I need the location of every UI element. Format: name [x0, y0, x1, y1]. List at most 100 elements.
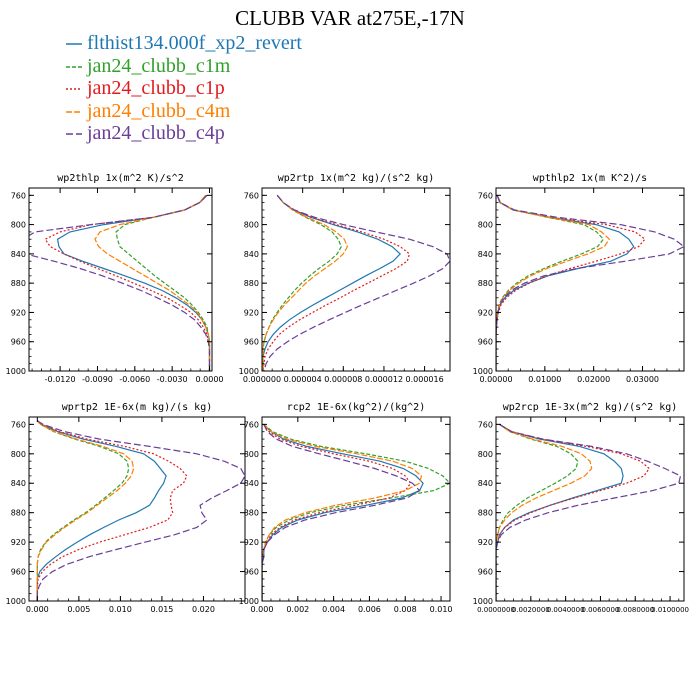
x-tick-label-4-1: 0.002 — [286, 605, 309, 614]
y-tick-label-1-3: 880 — [244, 279, 259, 288]
legend-swatch-1 — [66, 66, 82, 68]
x-tick-label-5-2: 0.0040000 — [547, 606, 585, 614]
x-tick-label-5-4: 0.0080000 — [616, 606, 654, 614]
x-tick-label-0-0: -0.0120 — [45, 375, 76, 384]
x-tick-label-2-1: 0.01000 — [528, 375, 561, 384]
y-tick-label-1-6: 1000 — [239, 367, 259, 376]
legend-item-4: jan24_clubb_c4p — [65, 122, 302, 145]
x-tick-label-5-1: 0.0020000 — [512, 606, 550, 614]
legend-item-1: jan24_clubb_c1m — [65, 55, 302, 78]
panel-0: wp2thlp 1x(m^2 K)/s^2 760 800 840 880 920 960 1… — [6, 173, 224, 384]
series-line-2-4 — [496, 195, 684, 371]
series-line-4-0 — [262, 423, 424, 601]
y-tick-label-4-0: 760 — [244, 420, 259, 429]
series-line-5-0 — [496, 423, 624, 601]
x-tick-label-2-2: 0.02000 — [577, 375, 610, 384]
series-line-1-0 — [262, 194, 402, 371]
panel-title-1: wp2rtp 1x(m^2 kg)/(s^2 kg) — [278, 173, 435, 184]
series-line-1-1 — [262, 194, 342, 371]
legend: flthist134.000f_xp2_revert jan24_clubb_c… — [65, 32, 302, 145]
x-tick-label-0-3: -0.0030 — [157, 375, 188, 384]
x-tick-label-3-2: 0.010 — [109, 605, 132, 614]
x-tick-label-4-4: 0.008 — [394, 605, 417, 614]
series-line-0-4 — [29, 194, 211, 371]
x-tick-label-4-5: 0.010 — [430, 605, 453, 614]
x-tick-label-4-3: 0.006 — [358, 605, 381, 614]
panel-title-5: wp2rcp 1E-3x(m^2 kg)/(s^2 kg) — [503, 402, 678, 413]
y-tick-label-1-4: 920 — [244, 308, 259, 317]
y-tick-label-1-5: 960 — [244, 338, 259, 347]
figure-title: CLUBB VAR at275E,-17N — [235, 6, 465, 30]
x-tick-label-5-0: 0.0000000 — [477, 606, 515, 614]
y-tick-label-0-0: 760 — [11, 191, 26, 200]
panel-frame-2 — [495, 187, 685, 372]
x-tick-label-3-3: 0.015 — [150, 605, 173, 614]
series-line-0-0 — [56, 194, 211, 371]
y-tick-label-3-5: 960 — [11, 568, 26, 577]
x-tick-label-5-3: 0.0060000 — [582, 606, 620, 614]
y-tick-label-1-2: 840 — [244, 250, 259, 259]
series-line-1-2 — [262, 194, 411, 371]
y-tick-label-3-0: 760 — [11, 420, 26, 429]
series-line-3-3 — [36, 420, 135, 601]
legend-item-2: jan24_clubb_c1p — [65, 77, 302, 100]
x-tick-label-3-0: 0.000 — [26, 605, 49, 614]
series-line-4-2 — [262, 424, 412, 601]
y-tick-label-0-3: 880 — [11, 279, 26, 288]
x-tick-label-1-4: 0.000016 — [406, 375, 444, 384]
series-line-5-3 — [496, 423, 593, 601]
x-tick-label-5-5: 0.0100000 — [651, 606, 689, 614]
series-line-5-1 — [496, 423, 579, 601]
x-tick-label-2-3: 0.03000 — [626, 375, 659, 384]
x-tick-label-1-3: 0.000012 — [365, 375, 403, 384]
y-tick-label-5-2: 840 — [478, 479, 493, 488]
y-tick-label-4-2: 840 — [244, 479, 259, 488]
x-tick-label-3-4: 0.020 — [192, 605, 215, 614]
y-tick-label-5-0: 760 — [478, 420, 493, 429]
series-line-2-2 — [496, 195, 646, 371]
legend-label-1: jan24_clubb_c1m — [87, 54, 231, 77]
series-line-3-1 — [36, 420, 130, 601]
series-line-2-1 — [496, 195, 605, 371]
series-line-5-2 — [496, 423, 651, 601]
legend-label-4: jan24_clubb_c4p — [87, 122, 225, 144]
legend-swatch-4 — [66, 133, 82, 136]
series-line-3-4 — [36, 420, 245, 601]
panel-frame-4 — [261, 416, 451, 602]
panel-title-0: wp2thlp 1x(m^2 K)/s^2 — [57, 173, 183, 184]
series-line-2-3 — [496, 195, 611, 371]
y-tick-label-3-2: 840 — [11, 479, 26, 488]
legend-swatch-2 — [66, 88, 82, 91]
series-line-5-4 — [496, 423, 682, 601]
y-tick-label-4-6: 1000 — [239, 597, 259, 606]
x-tick-label-0-2: -0.0060 — [119, 375, 150, 384]
y-tick-label-0-2: 840 — [11, 250, 26, 259]
panel-title-4: rcp2 1E-6x(kg^2)/(kg^2) — [287, 402, 425, 413]
series-line-1-3 — [262, 194, 349, 371]
panel-3: wprtp2 1E-6x(m kg)/(s kg) 760 800 840 880 920… — [6, 402, 246, 614]
x-tick-label-4-0: 0.000 — [251, 605, 274, 614]
y-tick-label-4-5: 960 — [244, 568, 259, 577]
legend-swatch-0 — [66, 43, 82, 46]
y-tick-label-2-2: 840 — [478, 250, 493, 259]
x-tick-label-2-0: 0.00000 — [479, 375, 512, 384]
x-tick-label-1-2: 0.000008 — [324, 375, 362, 384]
y-tick-label-3-3: 880 — [11, 509, 26, 518]
x-tick-label-0-1: -0.0090 — [82, 375, 113, 384]
series-line-4-4 — [262, 424, 421, 601]
series-line-4-3 — [262, 423, 423, 601]
y-tick-label-4-4: 920 — [244, 538, 259, 547]
panel-5: wp2rcp 1E-3x(m^2 kg)/(s^2 kg) 760 800 840 88… — [473, 402, 689, 614]
legend-swatch-3 — [66, 111, 82, 113]
y-tick-label-5-1: 800 — [478, 450, 493, 459]
legend-label-0: flthist134.000f_xp2_revert — [87, 32, 302, 54]
y-tick-label-2-5: 960 — [478, 338, 493, 347]
panel-frame-0 — [28, 187, 213, 372]
y-tick-label-5-3: 880 — [478, 509, 493, 518]
legend-item-3: jan24_clubb_c4m — [65, 100, 302, 123]
y-tick-label-5-4: 920 — [478, 538, 493, 547]
y-tick-label-0-6: 1000 — [6, 367, 26, 376]
y-tick-label-2-1: 800 — [478, 221, 493, 230]
legend-label-3: jan24_clubb_c4m — [87, 99, 231, 122]
